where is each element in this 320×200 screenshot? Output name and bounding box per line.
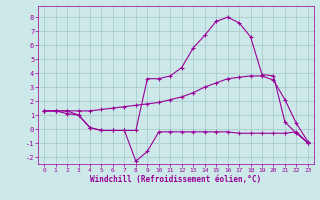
X-axis label: Windchill (Refroidissement éolien,°C): Windchill (Refroidissement éolien,°C) xyxy=(91,175,261,184)
